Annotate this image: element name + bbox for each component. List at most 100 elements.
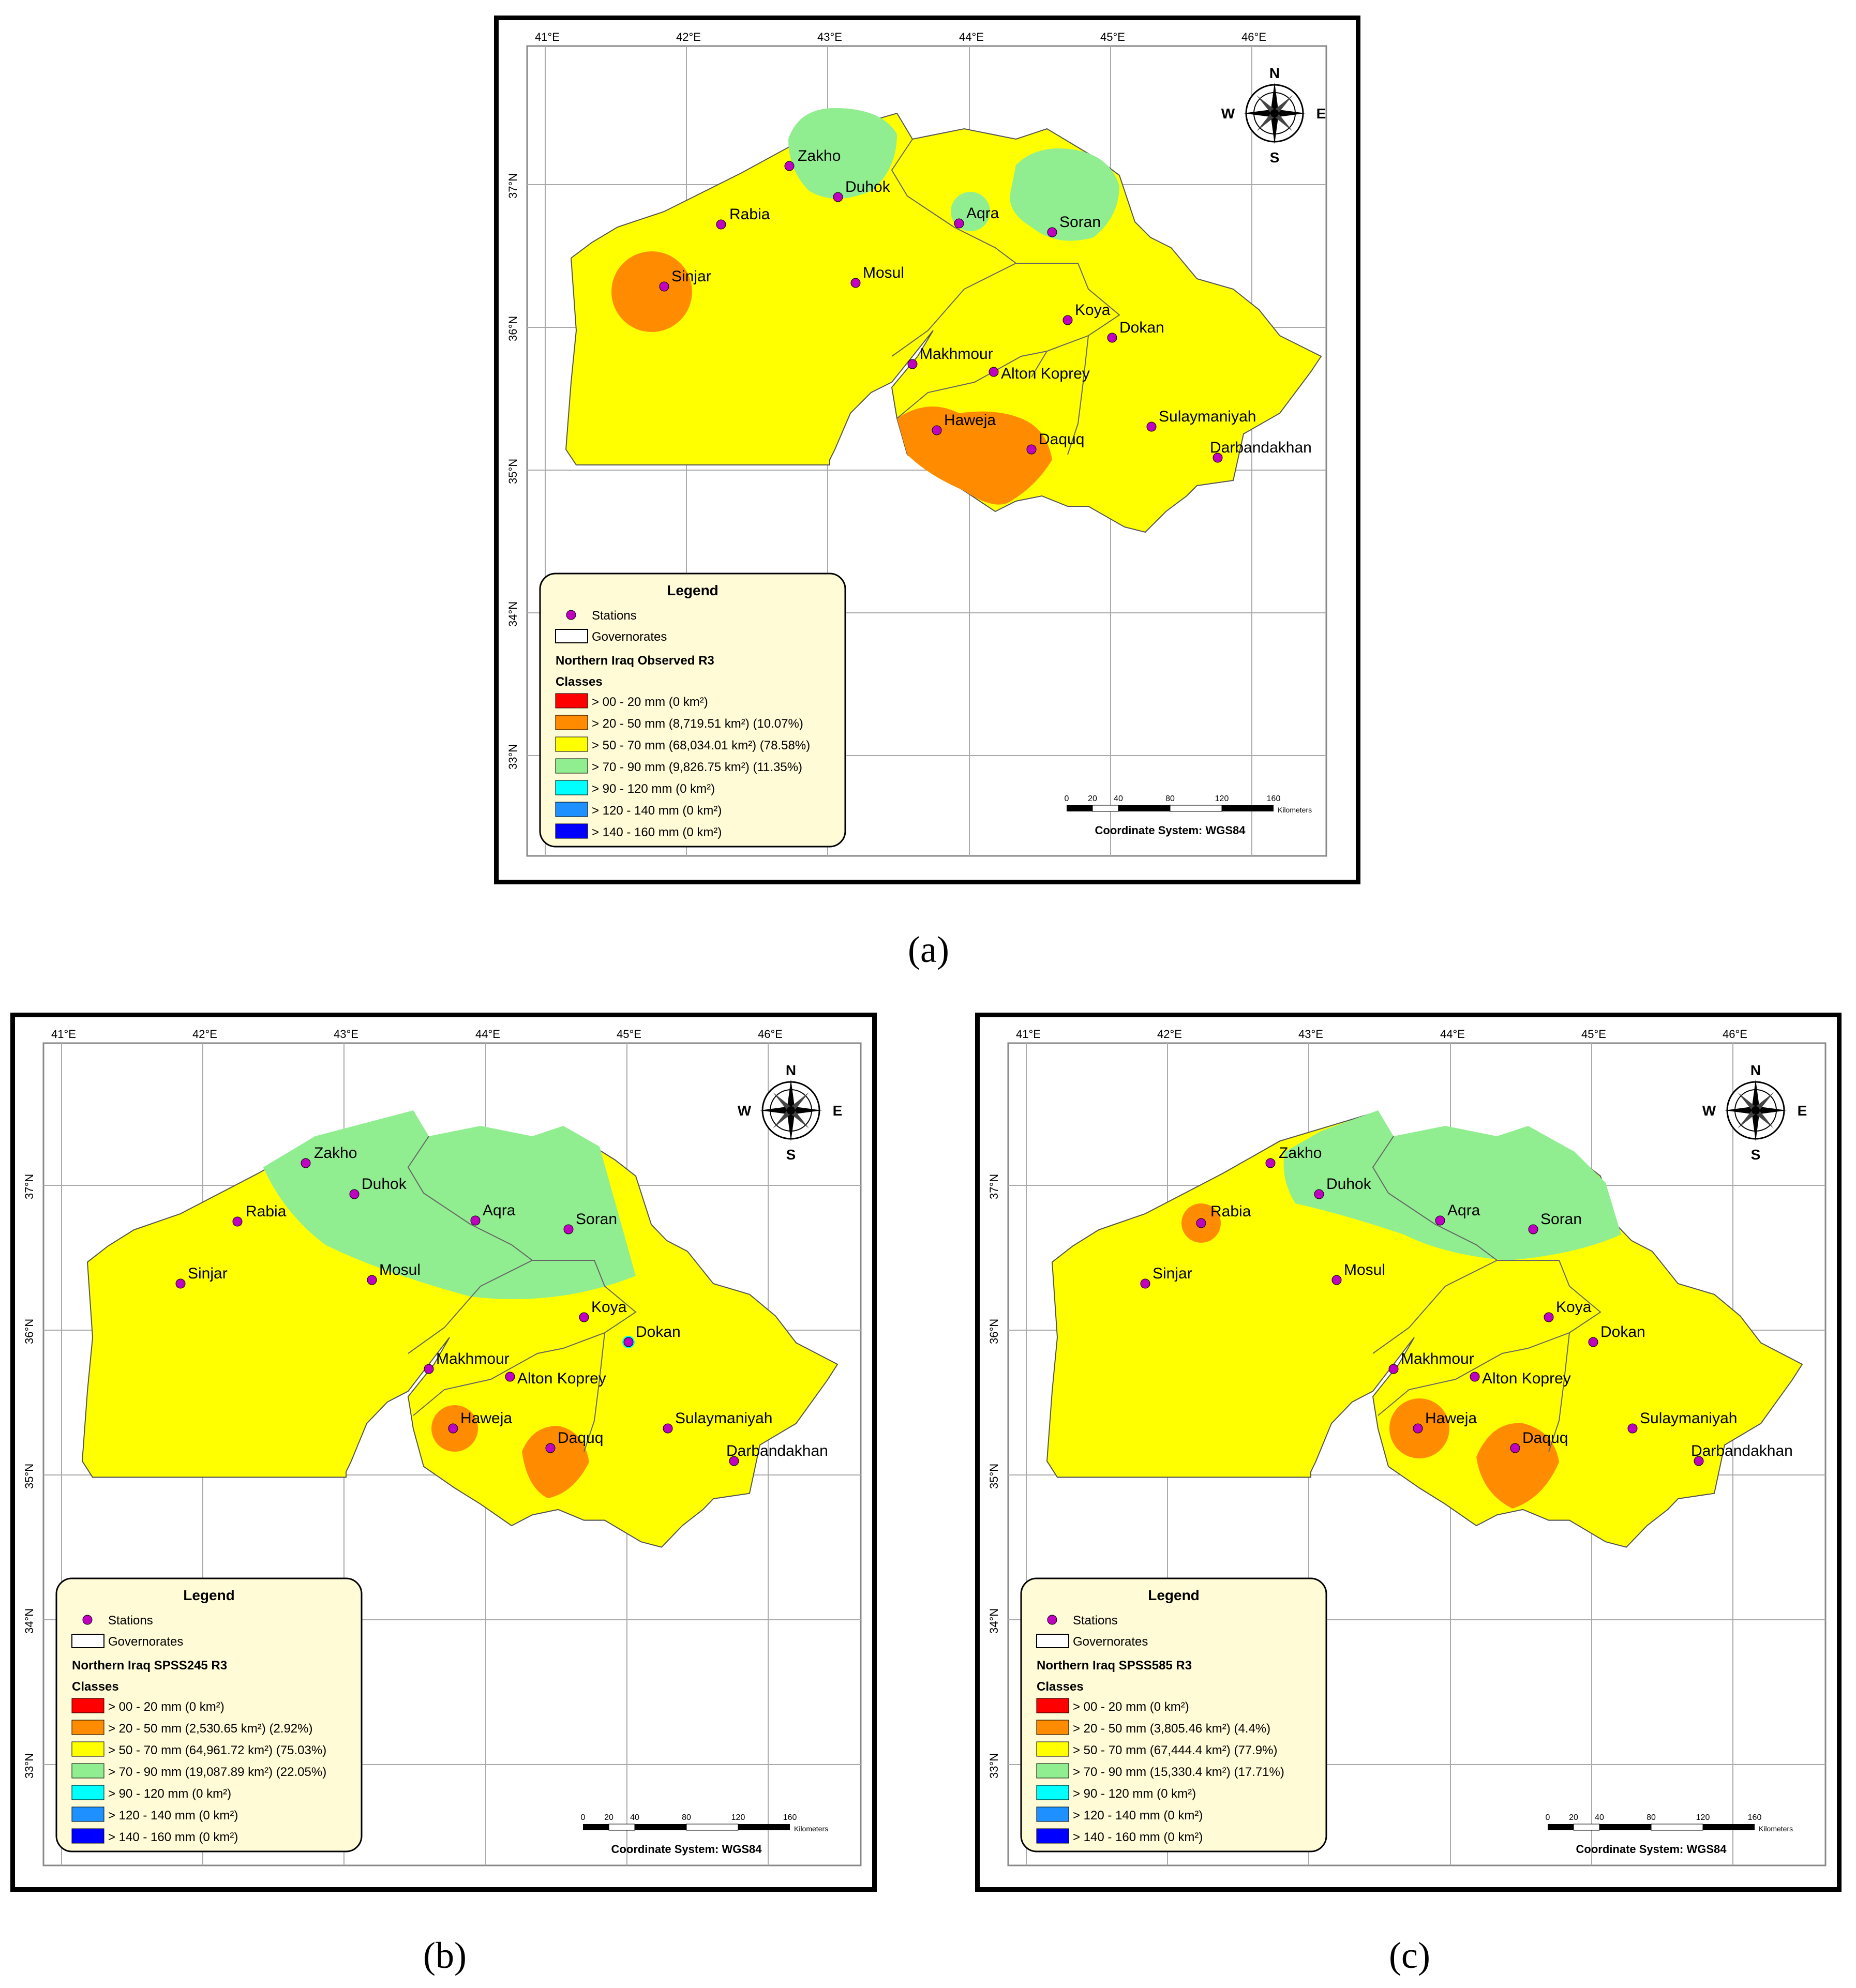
lon-tick: 43°E xyxy=(334,1028,358,1041)
lon-tick: 46°E xyxy=(1241,31,1266,43)
scale-unit: Kilometers xyxy=(1278,806,1312,814)
compass-n: N xyxy=(1269,65,1280,81)
legend-class: > 20 - 50 mm (2,530.65 km²) (2.92%) xyxy=(108,1722,312,1736)
compass-w: W xyxy=(738,1103,752,1119)
station-marker xyxy=(784,161,795,171)
station-marker xyxy=(1140,1278,1150,1289)
station-marker xyxy=(424,1364,434,1374)
legend-class: > 00 - 20 mm (0 km²) xyxy=(1073,1700,1189,1714)
legend-class: > 140 - 160 mm (0 km²) xyxy=(1073,1830,1203,1844)
scale-tick: 20 xyxy=(1088,794,1097,803)
region-20-50mm xyxy=(611,251,692,332)
station-marker xyxy=(563,1224,574,1234)
legend-class: > 70 - 90 mm (19,087.89 km²) (22.05%) xyxy=(108,1765,326,1779)
lat-tick: 36°N xyxy=(23,1319,36,1344)
lon-tick: 42°E xyxy=(1157,1028,1182,1041)
station-label-makhmour: Makhmour xyxy=(1401,1350,1474,1367)
legend-class: > 00 - 20 mm (0 km²) xyxy=(592,695,708,709)
station-marker xyxy=(349,1189,360,1199)
station-marker xyxy=(1331,1275,1342,1285)
station-marker xyxy=(1510,1443,1520,1453)
lat-tick: 33°N xyxy=(506,744,519,770)
compass-e: E xyxy=(833,1103,843,1119)
station-marker xyxy=(1026,444,1037,455)
lat-tick: 35°N xyxy=(506,459,519,484)
station-label-alton-koprey: Alton Koprey xyxy=(517,1370,606,1387)
legend-class: > 90 - 120 mm (0 km²) xyxy=(108,1787,231,1801)
compass-e: E xyxy=(1798,1103,1807,1119)
region-70-90mm xyxy=(263,1110,636,1299)
station-marker xyxy=(1265,1158,1276,1168)
station-label-daquq: Daquq xyxy=(1522,1429,1568,1447)
station-marker xyxy=(1146,421,1157,432)
scale-tick: 160 xyxy=(783,1813,797,1822)
legend: Legend Stations Governorates Northern Ir… xyxy=(539,573,846,848)
legend-class: > 120 - 140 mm (0 km²) xyxy=(1073,1809,1203,1823)
legend-class: > 50 - 70 mm (67,444.4 km²) (77.9%) xyxy=(1073,1743,1277,1757)
station-label-aqra: Aqra xyxy=(483,1202,516,1219)
station-marker xyxy=(448,1423,458,1434)
scale-tick: 40 xyxy=(1114,794,1123,803)
station-marker xyxy=(505,1372,515,1382)
station-marker xyxy=(1062,315,1073,325)
legend: Legend Stations Governorates Northern Ir… xyxy=(55,1577,363,1853)
station-marker xyxy=(1196,1218,1206,1228)
compass-n: N xyxy=(1750,1062,1761,1078)
legend-governorates: Governorates xyxy=(592,630,667,644)
region-70-90mm xyxy=(1010,148,1119,241)
region-70-90mm xyxy=(788,108,897,199)
station-marker xyxy=(1588,1337,1598,1347)
legend-class: > 70 - 90 mm (9,826.75 km²) (11.35%) xyxy=(592,760,802,774)
region-50-70mm xyxy=(565,112,1322,533)
lon-tick: 42°E xyxy=(676,31,701,43)
station-marker xyxy=(932,425,942,435)
north-arrow-icon: N S E W xyxy=(1702,1062,1807,1163)
station-label-haweja: Haweja xyxy=(460,1410,512,1427)
station-label-dokan: Dokan xyxy=(1600,1323,1645,1341)
legend-class: > 20 - 50 mm (3,805.46 km²) (4.4%) xyxy=(1073,1722,1270,1736)
station-marker xyxy=(833,192,843,202)
station-label-darbandakhan: Darbandakhan xyxy=(1691,1442,1793,1459)
station-label-alton-koprey: Alton Koprey xyxy=(1482,1370,1571,1387)
scale-tick: 0 xyxy=(1546,1813,1550,1822)
compass-s: S xyxy=(1751,1147,1761,1163)
coord-system: Coordinate System: WGS84 xyxy=(1576,1843,1727,1856)
station-label-haweja: Haweja xyxy=(1425,1410,1477,1427)
station-marker xyxy=(1544,1312,1554,1322)
lon-tick: 45°E xyxy=(1581,1028,1606,1041)
station-marker xyxy=(1107,333,1117,343)
map-panel-spss245: 41°E 42°E 43°E 44°E 45°E 46°E 37°N 36°N … xyxy=(10,1013,877,1892)
station-marker xyxy=(1470,1372,1480,1382)
lat-tick: 33°N xyxy=(987,1753,1000,1779)
lon-tick: 41°E xyxy=(51,1028,76,1041)
coord-system: Coordinate System: WGS84 xyxy=(611,1843,762,1856)
station-label-mosul: Mosul xyxy=(379,1261,421,1278)
scale-tick: 40 xyxy=(630,1813,639,1822)
scale-tick: 120 xyxy=(1696,1813,1710,1822)
lat-tick: 35°N xyxy=(23,1464,36,1489)
region-20-50mm xyxy=(1476,1423,1559,1509)
station-marker xyxy=(232,1216,243,1227)
station-marker xyxy=(367,1275,377,1285)
lat-tick: 34°N xyxy=(506,601,519,627)
compass-s: S xyxy=(1270,149,1280,165)
station-marker xyxy=(301,1158,311,1168)
station-marker xyxy=(1413,1423,1423,1434)
lat-tick: 35°N xyxy=(987,1464,1000,1489)
stations: Zakho Duhok Rabia Sinjar Mosul Aqra Sora… xyxy=(175,1144,828,1466)
station-label-makhmour: Makhmour xyxy=(920,345,993,363)
legend-title: Legend xyxy=(1148,1587,1200,1603)
legend-governorates: Governorates xyxy=(1073,1635,1148,1649)
station-marker xyxy=(1213,453,1223,463)
lon-tick: 45°E xyxy=(1100,31,1125,43)
station-label-haweja: Haweja xyxy=(944,412,996,429)
station-label-koya: Koya xyxy=(1075,302,1111,319)
station-marker xyxy=(663,1423,673,1434)
lat-tick: 37°N xyxy=(506,173,519,199)
station-label-koya: Koya xyxy=(591,1299,627,1316)
legend-heading: Northern Iraq Observed R3 xyxy=(556,654,714,668)
station-label-dokan: Dokan xyxy=(1119,319,1164,336)
station-marker xyxy=(1528,1224,1538,1234)
station-label-soran: Soran xyxy=(1540,1211,1582,1228)
lon-tick: 44°E xyxy=(1440,1028,1465,1041)
